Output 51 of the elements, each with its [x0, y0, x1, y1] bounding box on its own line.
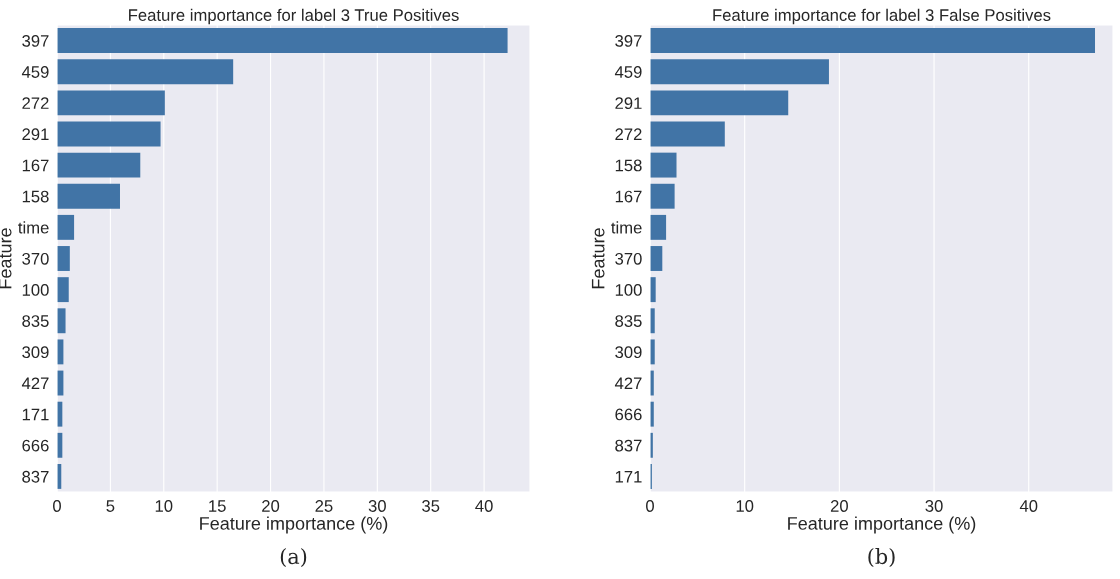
- y-tick-label: 158: [22, 190, 49, 203]
- y-tick-label: 167: [22, 159, 49, 172]
- y-tick-label: 666: [615, 408, 642, 421]
- x-axis-title: Feature importance (%): [788, 516, 976, 534]
- y-tick-label: 835: [22, 315, 49, 327]
- x-tick-label: 10: [736, 500, 754, 512]
- x-tick-label: 30: [368, 500, 386, 512]
- chart-title: Feature importance for label 3 True Positives: [129, 8, 459, 25]
- x-tick-label: 5: [106, 500, 115, 512]
- chart-title: Feature importance for label 3 False Positives: [713, 8, 1051, 25]
- y-tick-label: time: [611, 221, 642, 234]
- y-tick-label: 837: [615, 439, 642, 452]
- y-tick-label: 309: [615, 346, 642, 359]
- x-tick-label: 20: [262, 500, 280, 512]
- text: (b): [868, 548, 895, 568]
- y-tick-label: 171: [615, 471, 642, 483]
- x-tick-label: 35: [422, 500, 440, 512]
- y-tick-label: 167: [615, 190, 642, 203]
- x-tick-label: 20: [830, 500, 848, 512]
- y-tick-label: 272: [22, 97, 49, 109]
- x-tick-label: 25: [315, 500, 333, 512]
- y-tick-label: 158: [615, 159, 642, 172]
- y-tick-label: 666: [22, 439, 49, 452]
- x-tick-label: 40: [1019, 500, 1038, 512]
- y-tick-label: 100: [615, 284, 642, 296]
- y-tick-label: 291: [615, 97, 642, 110]
- y-tick-label: 397: [615, 34, 642, 47]
- x-tick-label: 10: [155, 500, 173, 512]
- y-tick-label: 427: [21, 377, 49, 390]
- y-tick-label: 370: [615, 252, 642, 265]
- y-tick-label: 309: [22, 346, 49, 359]
- y-tick-label: 100: [22, 284, 49, 296]
- text: (a): [280, 548, 307, 568]
- y-axis-title: Feature: [591, 228, 605, 289]
- x-tick-label: 30: [925, 500, 943, 512]
- y-tick-label: time: [18, 221, 49, 234]
- y-tick-label: 370: [22, 252, 49, 265]
- y-tick-label: 397: [22, 34, 49, 47]
- y-tick-label: 835: [615, 315, 642, 327]
- x-axis-title: Feature importance (%): [200, 516, 388, 534]
- x-tick-label: 0: [646, 500, 654, 512]
- y-tick-label: 272: [615, 128, 642, 141]
- x-tick-label: 0: [53, 500, 61, 512]
- y-tick-label: 837: [22, 470, 49, 483]
- y-tick-label: 459: [614, 66, 642, 78]
- x-tick-label: 15: [209, 500, 226, 512]
- y-tick-label: 459: [21, 66, 49, 78]
- y-tick-label: 427: [614, 377, 642, 390]
- x-tick-label: 40: [475, 500, 493, 512]
- y-tick-label: 171: [22, 408, 49, 421]
- y-tick-label: 291: [22, 128, 49, 141]
